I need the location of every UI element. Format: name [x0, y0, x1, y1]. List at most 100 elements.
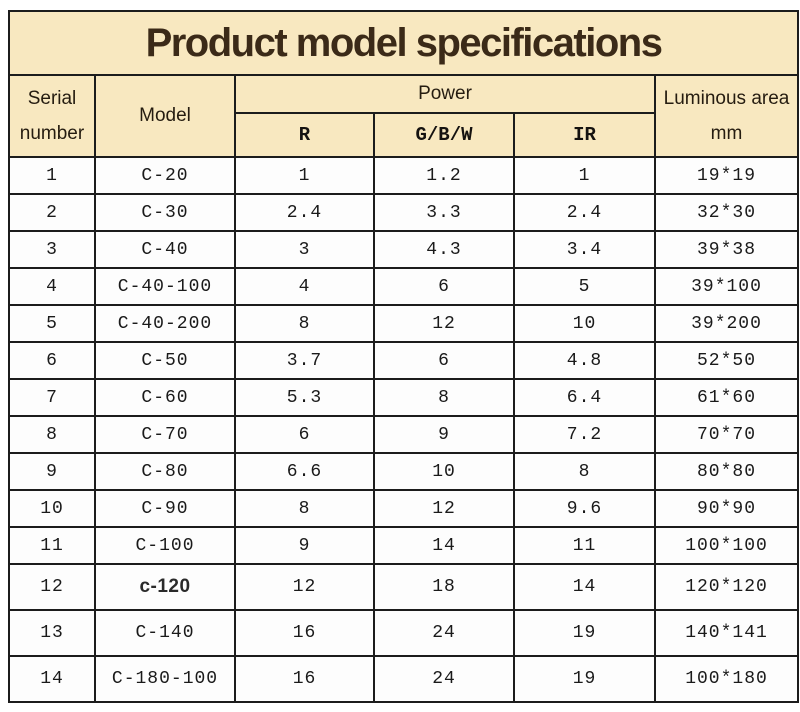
- cell-model: C-100: [94, 526, 236, 565]
- cell-power-gbw: 12: [373, 489, 515, 528]
- cell-power-gbw: 10: [373, 452, 515, 491]
- cell-power-ir: 10: [513, 304, 656, 343]
- table-row: 1 C-20 1 1.2 1 19*19: [8, 156, 800, 195]
- table-row: 6 C-50 3.7 6 4.8 52*50: [8, 341, 800, 380]
- cell-serial: 9: [8, 452, 96, 491]
- cell-luminous-area: 39*100: [653, 267, 800, 306]
- header-power-gbw: G/B/W: [373, 112, 515, 158]
- cell-luminous-area: 52*50: [653, 341, 800, 380]
- cell-model: C-80: [94, 452, 236, 491]
- cell-luminous-area: 80*80: [653, 452, 800, 491]
- cell-power-gbw: 18: [373, 563, 515, 611]
- cell-luminous-area: 39*200: [653, 304, 800, 343]
- cell-serial: 2: [8, 193, 96, 232]
- cell-power-ir: 6.4: [513, 378, 656, 417]
- cell-power-gbw: 6: [373, 267, 515, 306]
- header-power-ir: IR: [513, 112, 656, 158]
- cell-luminous-area: 39*38: [653, 230, 800, 269]
- cell-serial: 12: [8, 563, 96, 611]
- cell-luminous-area: 61*60: [653, 378, 800, 417]
- table-row: 11 C-100 9 14 11 100*100: [8, 526, 800, 565]
- cell-power-r: 16: [234, 609, 375, 657]
- cell-power-ir: 2.4: [513, 193, 656, 232]
- cell-power-gbw: 8: [373, 378, 515, 417]
- cell-serial: 6: [8, 341, 96, 380]
- header-power-r: R: [234, 112, 375, 158]
- title-row: Product model specifications: [7, 10, 800, 76]
- cell-model: C-40-100: [94, 267, 236, 306]
- header-power: Power: [234, 74, 656, 114]
- cell-power-gbw: 24: [373, 609, 515, 657]
- cell-model: C-60: [94, 378, 236, 417]
- cell-serial: 14: [8, 655, 96, 703]
- cell-luminous-area: 100*100: [653, 526, 800, 565]
- cell-power-r: 12: [234, 563, 375, 611]
- cell-power-ir: 7.2: [513, 415, 656, 454]
- cell-power-gbw: 4.3: [373, 230, 515, 269]
- cell-luminous-area: 32*30: [653, 193, 800, 232]
- cell-power-r: 6.6: [234, 452, 375, 491]
- cell-model: c-120: [94, 563, 236, 611]
- cell-power-ir: 19: [513, 609, 656, 657]
- cell-power-ir: 9.6: [513, 489, 656, 528]
- cell-model: C-40-200: [94, 304, 236, 343]
- cell-power-gbw: 6: [373, 341, 515, 380]
- cell-serial: 11: [8, 526, 96, 565]
- cell-serial: 5: [8, 304, 96, 343]
- cell-luminous-area: 70*70: [653, 415, 800, 454]
- cell-luminous-area: 19*19: [653, 156, 800, 195]
- table-row: 9 C-80 6.6 10 8 80*80: [8, 452, 800, 491]
- header-luminous-area: Luminous area mm: [653, 74, 800, 158]
- cell-power-r: 2.4: [234, 193, 375, 232]
- cell-serial: 7: [8, 378, 96, 417]
- cell-power-gbw: 14: [373, 526, 515, 565]
- cell-model: C-180-100: [94, 655, 236, 703]
- cell-power-r: 8: [234, 489, 375, 528]
- table-row: 5 C-40-200 8 12 10 39*200: [8, 304, 800, 343]
- cell-luminous-area: 100*180: [653, 655, 800, 703]
- table-row: 10 C-90 8 12 9.6 90*90: [8, 489, 800, 528]
- cell-model: C-20: [94, 156, 236, 195]
- cell-power-r: 3.7: [234, 341, 375, 380]
- table-row: 3 C-40 3 4.3 3.4 39*38: [8, 230, 800, 269]
- cell-power-ir: 14: [513, 563, 656, 611]
- cell-serial: 8: [8, 415, 96, 454]
- cell-model: C-140: [94, 609, 236, 657]
- cell-power-gbw: 12: [373, 304, 515, 343]
- cell-luminous-area: 120*120: [653, 563, 800, 611]
- cell-serial: 10: [8, 489, 96, 528]
- product-spec-table: Product model specifications Serial numb…: [7, 10, 800, 703]
- cell-power-r: 4: [234, 267, 375, 306]
- table-row: 2 C-30 2.4 3.3 2.4 32*30: [8, 193, 800, 232]
- header-row-sub: R G/B/W IR: [9, 112, 798, 158]
- cell-power-ir: 19: [513, 655, 656, 703]
- cell-power-r: 1: [234, 156, 375, 195]
- cell-model: C-30: [94, 193, 236, 232]
- cell-power-r: 5.3: [234, 378, 375, 417]
- cell-serial: 1: [8, 156, 96, 195]
- cell-power-ir: 1: [513, 156, 656, 195]
- cell-power-r: 16: [234, 655, 375, 703]
- header-row-top: Serial number Model Power Luminous area …: [8, 74, 800, 158]
- cell-luminous-area: 140*141: [653, 609, 800, 657]
- cell-power-r: 9: [234, 526, 375, 565]
- cell-power-ir: 3.4: [513, 230, 656, 269]
- cell-power-ir: 11: [513, 526, 656, 565]
- cell-luminous-area: 90*90: [653, 489, 800, 528]
- table-row: 4 C-40-100 4 6 5 39*100: [8, 267, 800, 306]
- cell-power-gbw: 1.2: [373, 156, 515, 195]
- cell-power-gbw: 24: [373, 655, 515, 703]
- header-model: Model: [94, 74, 236, 158]
- cell-serial: 3: [8, 230, 96, 269]
- cell-model: C-50: [94, 341, 236, 380]
- header-serial-number: Serial number: [8, 74, 96, 158]
- cell-power-ir: 8: [513, 452, 656, 491]
- cell-serial: 4: [8, 267, 96, 306]
- cell-serial: 13: [8, 609, 96, 657]
- cell-power-gbw: 3.3: [373, 193, 515, 232]
- cell-model: C-90: [94, 489, 236, 528]
- cell-power-ir: 4.8: [513, 341, 656, 380]
- cell-power-ir: 5: [513, 267, 656, 306]
- table-row: 14 C-180-100 16 24 19 100*180: [8, 655, 800, 703]
